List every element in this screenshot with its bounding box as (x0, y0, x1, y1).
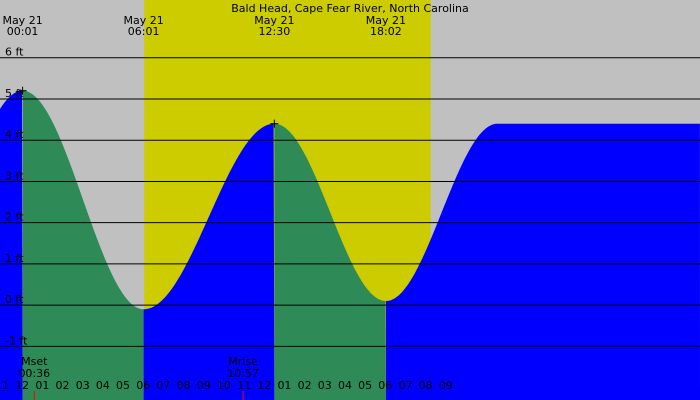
hour-tick-label: 09 (439, 379, 453, 392)
extreme-time-label: 06:01 (128, 25, 160, 38)
hour-tick-label: 06 (378, 379, 392, 392)
extreme-time-label: 12:30 (259, 25, 291, 38)
extreme-date-label: May 21 (2, 14, 42, 27)
rising-tide-area (143, 123, 275, 400)
hour-tick-label: 11 (0, 379, 9, 392)
y-tick-label: 4 ft (5, 128, 24, 141)
moon-event-time: 00:36 (18, 367, 50, 380)
hour-tick-label: 05 (116, 379, 130, 392)
hour-tick-label: 07 (398, 379, 412, 392)
hour-tick-label: 04 (96, 379, 110, 392)
y-tick-label: 1 ft (5, 252, 24, 265)
hour-tick-label: 07 (156, 379, 170, 392)
extreme-date-label: May 21 (366, 14, 406, 27)
hour-tick-label: 02 (56, 379, 70, 392)
y-tick-label: 6 ft (5, 46, 24, 59)
extreme-time-label: 00:01 (7, 25, 39, 38)
hour-tick-label: 05 (358, 379, 372, 392)
y-tick-label: 2 ft (5, 211, 24, 224)
falling-tide-area (274, 123, 386, 400)
y-tick-label: 3 ft (5, 169, 24, 182)
rising-tide-area (0, 90, 23, 400)
hour-tick-label: 12 (257, 379, 271, 392)
hour-tick-label: 02 (298, 379, 312, 392)
y-tick-label: 0 ft (5, 293, 24, 306)
gridline-layer (0, 57, 700, 400)
hour-tick-label: 12 (15, 379, 29, 392)
hour-tick-label: 04 (338, 379, 352, 392)
hour-tick-label: 01 (35, 379, 49, 392)
hour-tick-label: 03 (318, 379, 332, 392)
hour-tick-label: 11 (237, 379, 251, 392)
hour-tick-label: 08 (419, 379, 433, 392)
y-tick-label: -1 ft (5, 334, 28, 347)
y-tick-label: 5 ft (5, 87, 24, 100)
extreme-time-label: 18:02 (370, 25, 402, 38)
extreme-date-label: May 21 (254, 14, 294, 27)
moon-event-label: Mrise (228, 355, 258, 368)
moon-event-time: 10:57 (227, 367, 259, 380)
hour-tick-label: 08 (177, 379, 191, 392)
hour-tick-label: 10 (217, 379, 231, 392)
tide-area-layer (0, 90, 700, 400)
hour-tick-label: 06 (136, 379, 150, 392)
extreme-date-label: May 21 (124, 14, 164, 27)
falling-tide-area (22, 90, 144, 400)
chart-title: Bald Head, Cape Fear River, North Caroli… (231, 2, 469, 15)
label-layer: Bald Head, Cape Fear River, North Caroli… (0, 2, 469, 392)
hour-tick-label: 03 (76, 379, 90, 392)
moon-event-label: Mset (21, 355, 48, 368)
rising-tide-area (385, 123, 700, 400)
hour-tick-label: 01 (277, 379, 291, 392)
hour-tick-label: 09 (197, 379, 211, 392)
